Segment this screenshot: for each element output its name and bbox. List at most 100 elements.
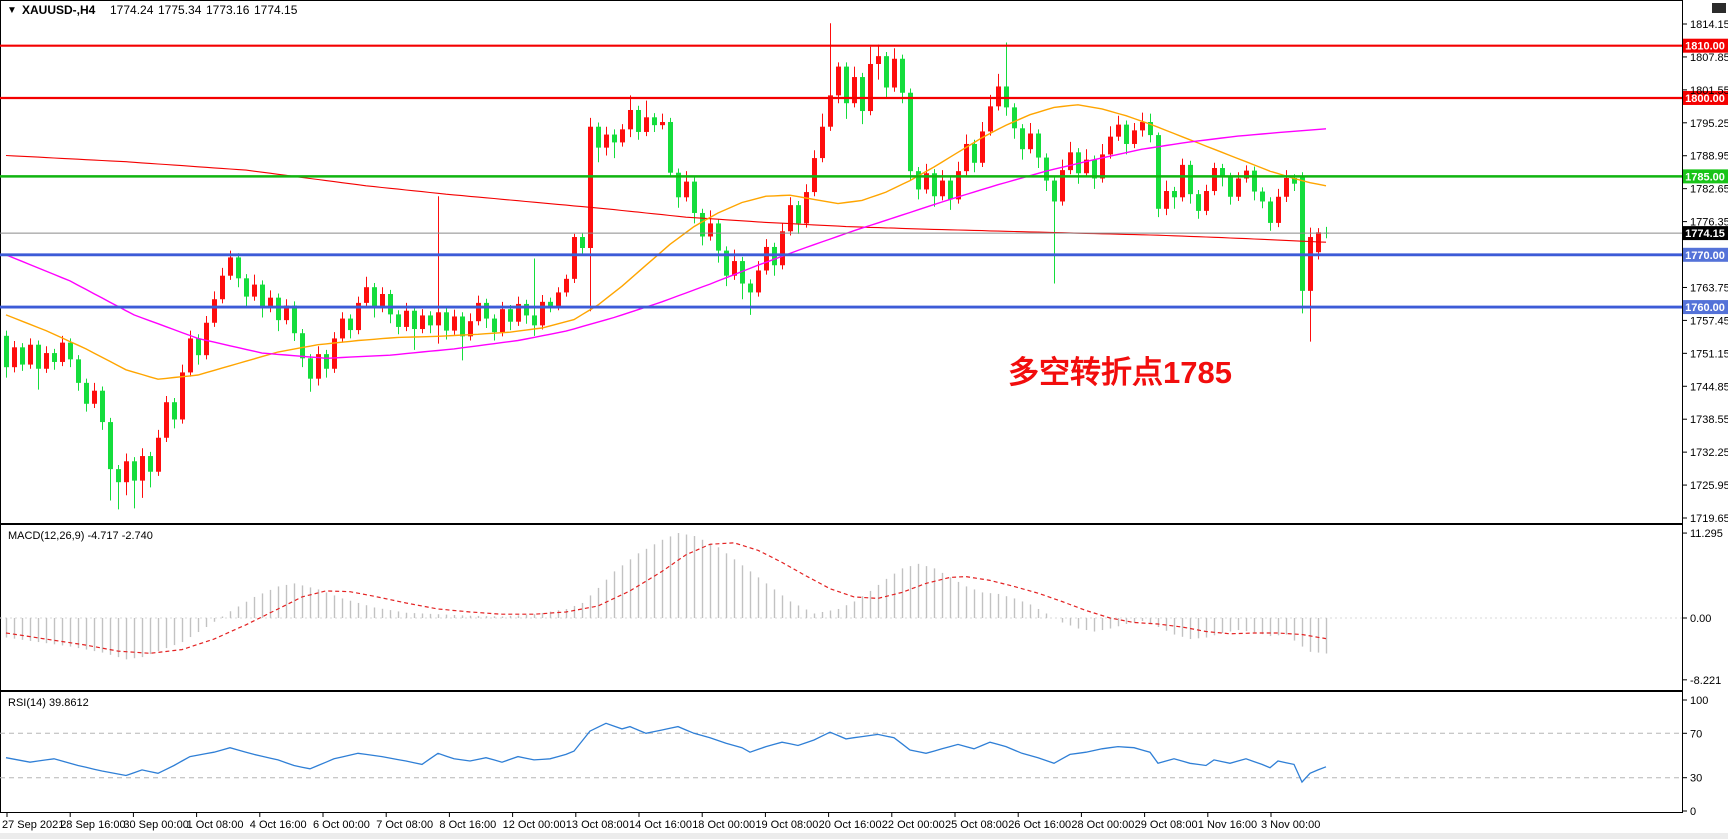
- candle-body: [908, 92, 913, 172]
- candle-body: [380, 294, 385, 309]
- candle-body: [1084, 159, 1089, 174]
- price-tick-label: 1763.75: [1690, 282, 1728, 294]
- price-badge-label: 1800.00: [1685, 93, 1725, 105]
- candle-body: [1308, 237, 1313, 291]
- time-tick-label: 28 Sep 16:00: [60, 819, 125, 831]
- candle-body: [748, 283, 753, 293]
- candle-body: [4, 335, 9, 368]
- candle-body: [548, 301, 553, 307]
- chart-title-symbol: XAUUSD-,H4: [22, 3, 96, 17]
- scroll-to-end-indicator[interactable]: [1712, 3, 1726, 13]
- candle-body: [332, 338, 337, 369]
- ma-magenta-line: [5, 128, 1327, 360]
- main-price-chart[interactable]: [0, 23, 1682, 510]
- candle-body: [244, 278, 249, 297]
- candle-body: [396, 314, 401, 327]
- candle-body: [252, 284, 257, 297]
- macd-tick-label: 11.295: [1690, 528, 1723, 540]
- quote-open: 1774.24: [110, 3, 154, 17]
- candle-body: [964, 143, 969, 172]
- time-tick-label: 18 Oct 00:00: [692, 819, 755, 831]
- candle-body: [788, 205, 793, 232]
- candle-body: [76, 359, 81, 383]
- candle-body: [812, 158, 817, 193]
- candle-body: [428, 315, 433, 326]
- candle-body: [452, 316, 457, 331]
- candle-body: [1148, 122, 1153, 136]
- candle-body: [1204, 191, 1209, 211]
- rsi-tick-label: 30: [1690, 773, 1702, 785]
- candle-body: [652, 117, 657, 126]
- candle-body: [1036, 133, 1041, 158]
- candle-body: [1100, 154, 1105, 179]
- price-tick-label: 1757.45: [1690, 315, 1728, 327]
- candle-body: [1132, 130, 1137, 144]
- macd-signal-line: [5, 542, 1327, 654]
- quote-low: 1773.16: [206, 3, 250, 17]
- candle-body: [932, 173, 937, 197]
- candle-body: [188, 338, 193, 373]
- candle-body: [804, 192, 809, 224]
- candle-body: [1252, 170, 1257, 192]
- candle-body: [316, 354, 321, 379]
- candle-body: [596, 126, 601, 148]
- candle-body: [228, 257, 233, 276]
- candle-body: [1260, 191, 1265, 202]
- candle-body: [156, 437, 161, 472]
- price-tick-label: 1719.65: [1690, 513, 1728, 525]
- time-tick-label: 4 Oct 16:00: [250, 819, 307, 831]
- symbol-dropdown-icon[interactable]: ▼: [7, 5, 17, 16]
- candle-body: [284, 305, 289, 321]
- candle-body: [1276, 196, 1281, 223]
- rsi-frame: [0, 691, 1683, 813]
- candle-body: [708, 223, 713, 237]
- candle-body: [820, 126, 825, 159]
- candle-body: [292, 305, 297, 334]
- ma-orange-line: [5, 104, 1327, 380]
- time-tick-label: 30 Sep 00:00: [123, 819, 188, 831]
- time-tick-label: 19 Oct 08:00: [755, 819, 818, 831]
- candle-body: [588, 126, 593, 248]
- price-tick-label: 1814.15: [1690, 19, 1728, 31]
- candle-body: [868, 63, 873, 112]
- candle-body: [844, 66, 849, 104]
- candle-body: [340, 318, 345, 339]
- candle-body: [1052, 180, 1057, 202]
- candle-body: [628, 109, 633, 130]
- candle-body: [492, 318, 497, 333]
- candle-body: [412, 310, 417, 330]
- candle-body: [1116, 124, 1121, 137]
- candle-body: [1164, 191, 1169, 209]
- candle-body: [756, 270, 761, 293]
- rsi-tick-label: 100: [1690, 695, 1708, 707]
- macd-panel[interactable]: [0, 533, 1682, 660]
- quote-close: 1774.15: [254, 3, 298, 17]
- candle-body: [1044, 157, 1049, 181]
- candle-body: [876, 56, 881, 64]
- rsi-tick-label: 70: [1690, 728, 1702, 740]
- candle-body: [404, 310, 409, 327]
- candle-body: [740, 261, 745, 284]
- candle-body: [444, 312, 449, 331]
- candle-body: [1028, 133, 1033, 150]
- rsi-tick-label: 0: [1690, 806, 1696, 818]
- macd-frame: [0, 524, 1683, 691]
- candle-body: [132, 461, 137, 481]
- candle-body: [364, 287, 369, 303]
- candle-body: [508, 309, 513, 322]
- time-tick-label: 1 Nov 16:00: [1198, 819, 1257, 831]
- candle-body: [1268, 201, 1273, 223]
- candle-body: [68, 342, 73, 360]
- price-badge-1810.00: [1683, 38, 1728, 53]
- candle-body: [148, 456, 153, 472]
- candle-body: [212, 299, 217, 323]
- rsi-panel[interactable]: [0, 722, 1682, 784]
- candle-body: [836, 66, 841, 96]
- candle-body: [28, 344, 33, 365]
- main-chart-frame: [0, 0, 1683, 524]
- time-tick-label: 29 Oct 08:00: [1135, 819, 1198, 831]
- time-tick-label: 20 Oct 16:00: [819, 819, 882, 831]
- candle-body: [700, 212, 705, 237]
- time-tick-label: 1 Oct 08:00: [187, 819, 244, 831]
